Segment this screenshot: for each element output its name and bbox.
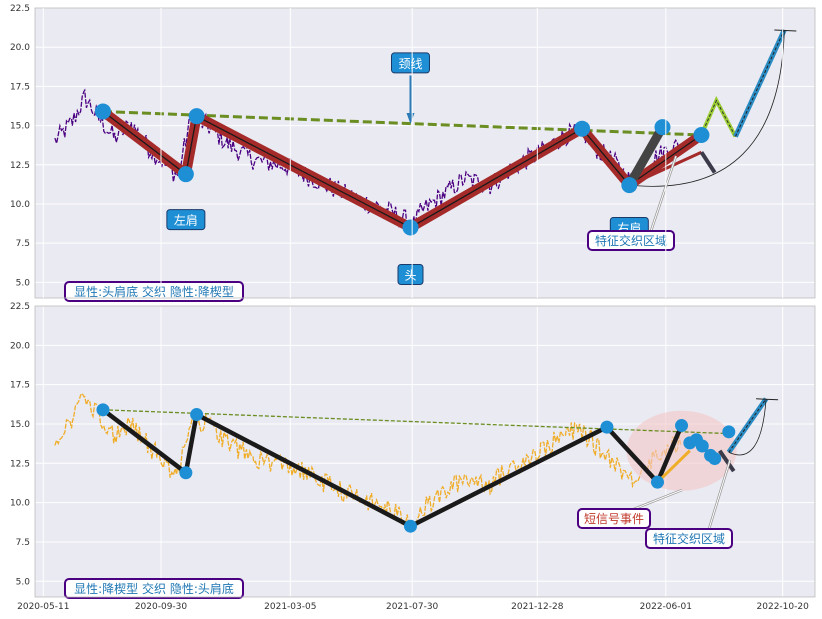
annotation-arrow-inner [708,459,731,530]
x-tick-label: 2020-05-11 [17,602,69,612]
pattern-point-marker [675,419,689,433]
annotation-box [64,578,244,599]
pattern-point-marker [403,519,417,533]
y-tick-label: 20.0 [10,43,30,53]
y-tick-label: 10.0 [10,499,30,509]
y-tick-label: 20.0 [10,341,30,351]
pattern-point-marker [94,103,111,120]
annotation-text: 特征交织区域 [595,233,667,248]
pattern-point-marker [188,108,205,125]
plot-frame [34,7,816,299]
pattern-point-marker [651,475,665,489]
annotation-box [587,230,675,251]
pattern-point-marker [177,166,194,183]
annotation-box [64,281,244,302]
pattern-label-box [166,209,206,231]
forecast-end-cap [774,29,797,32]
annotation-text: 特征交织区域 [653,531,725,546]
pattern-point-marker [708,452,722,466]
annotation-arrow-inner [650,155,677,232]
pattern-wedge-leg [624,122,667,190]
x-tick-label: 2021-07-30 [386,602,439,612]
pattern-label: 左肩 [174,213,198,228]
annotation-text: 短信号事件 [584,512,644,526]
forecast-end-cap [756,398,779,401]
y-tick-label: 17.5 [10,82,30,92]
plot-frame [34,305,816,598]
feature-highlight-ellipse [626,410,737,491]
y-tick-label: 12.5 [10,161,30,171]
wedge-tail [718,449,736,473]
pattern-label-box [397,263,424,285]
annotation-text: 显性:头肩底 交织 隐性:降楔型 [74,284,234,299]
annotation-arrow-inner [633,489,683,510]
projection-arc [728,398,767,456]
wedge-tail [699,151,717,174]
forecast-blue-dash [728,398,767,453]
pattern-point-marker [402,219,419,236]
pattern-point-marker [190,408,204,422]
pattern-point-marker [600,420,614,434]
y-tick-label: 15.0 [10,122,30,132]
pattern-point-marker [722,425,736,439]
forecast-green-dash [700,99,736,137]
x-tick-label: 2022-10-20 [757,602,810,612]
annotation-box [645,528,733,549]
y-tick-label: 15.0 [10,420,30,430]
x-tick-label: 2021-03-05 [264,602,316,612]
annotation-text: 显性:降楔型 交织 隐性:头肩底 [74,581,234,596]
y-tick-label: 7.5 [16,538,30,548]
y-tick-label: 10.0 [10,200,30,210]
pattern-point-marker [621,177,638,194]
wedge-lower-line [656,449,691,484]
annotation-box [577,508,651,529]
y-tick-label: 5.0 [16,278,31,288]
pattern-point-marker [96,403,110,417]
y-tick-label: 5.0 [16,577,31,587]
pattern-point-marker [695,439,709,453]
pattern-point-marker [574,120,591,137]
pattern-label-box [390,52,430,74]
y-tick-label: 12.5 [10,459,30,469]
x-tick-label: 2022-06-01 [640,602,692,612]
y-tick-label: 17.5 [10,381,30,391]
neckline [102,409,724,435]
y-tick-label: 22.5 [10,302,30,312]
pattern-point-marker [654,119,671,136]
y-tick-label: 22.5 [10,4,30,14]
y-tick-label: 7.5 [16,239,30,249]
pattern-point-marker [693,126,710,143]
x-tick-label: 2020-09-30 [135,602,188,612]
pattern-label: 颈线 [398,57,422,71]
forecast-blue-dash [734,29,785,137]
x-tick-label: 2021-12-28 [511,602,564,612]
pattern-label: 头 [404,268,416,282]
pattern-point-marker [179,466,193,480]
